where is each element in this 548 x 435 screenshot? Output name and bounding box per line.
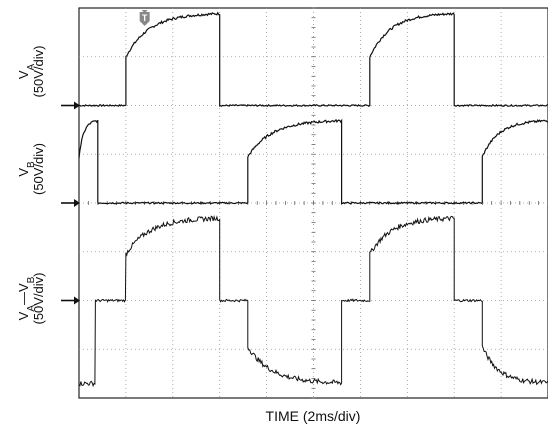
channel-label-va: VA(50V/div) — [16, 45, 46, 97]
channel-scale: (50V/div) — [31, 143, 46, 195]
ground-markers — [61, 101, 80, 305]
traces — [78, 11, 548, 388]
trigger-marker-top — [141, 10, 148, 13]
channel-label-va-vb: VA—VB(50V/div) — [16, 272, 46, 324]
channel-sub: A — [26, 305, 37, 312]
ground-marker-arrow — [74, 101, 80, 110]
channel-name: VA—VB — [16, 276, 37, 320]
channel-main: V — [16, 311, 31, 320]
channel-name: VB — [16, 161, 37, 177]
x-axis-label: TIME (2ms/div) — [265, 408, 361, 424]
ground-marker-arrow — [74, 296, 80, 305]
channel-main: V — [16, 168, 31, 177]
ground-marker-arrow — [74, 199, 80, 207]
channel-name: VA — [16, 64, 37, 80]
channel-main: V — [16, 70, 31, 79]
channel-scale: (50V/div) — [31, 272, 46, 324]
trigger-marker: T — [139, 10, 150, 26]
channel-mid: —V — [16, 283, 31, 305]
channel-labels: VA(50V/div)VB(50V/div)VA—VB(50V/div) — [16, 45, 46, 324]
channel-scale: (50V/div) — [31, 45, 46, 97]
trace-vb — [78, 118, 548, 205]
trace-va-vb — [78, 214, 548, 388]
trace-va — [78, 11, 548, 108]
channel-sub: A — [26, 64, 37, 71]
channel-label-vb: VB(50V/div) — [16, 143, 46, 195]
trigger-marker-label: T — [142, 13, 148, 23]
trigger-marker-shape — [139, 12, 150, 26]
channel-sub2: B — [26, 276, 37, 283]
channel-sub: B — [26, 161, 37, 168]
